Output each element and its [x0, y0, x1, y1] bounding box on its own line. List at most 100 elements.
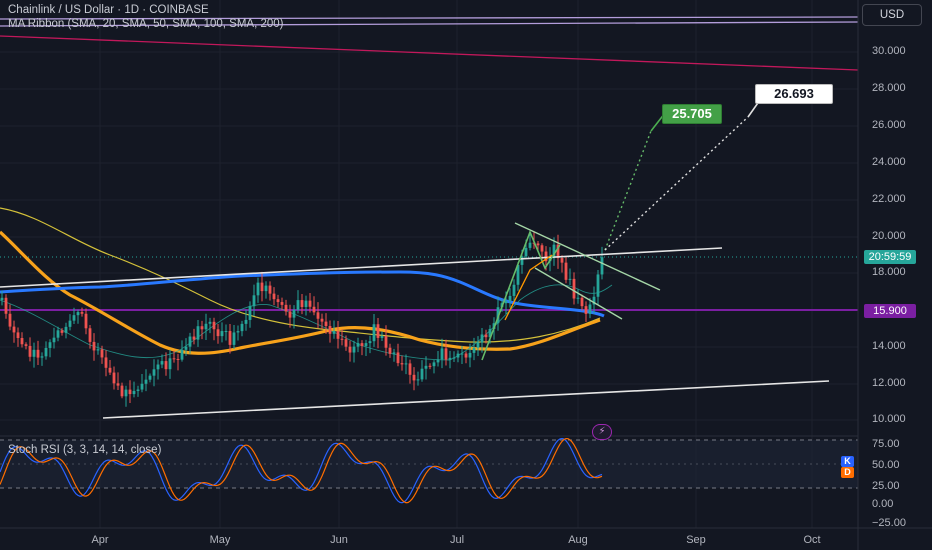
candle-body [452, 357, 456, 359]
candle-body [224, 331, 228, 333]
candle-body [400, 363, 404, 365]
candle-body [260, 282, 264, 292]
ma-orange-line [0, 230, 601, 355]
target-green-label[interactable]: 25.705 [662, 104, 722, 124]
candle-body [60, 330, 64, 333]
candle-body [600, 257, 604, 275]
candle-body [592, 296, 596, 305]
candle-body [484, 334, 488, 338]
candle-body [268, 285, 272, 294]
rsi-tick: 50.00 [872, 459, 900, 471]
candle-body [360, 343, 364, 346]
candle-body [396, 352, 400, 364]
candle-body [96, 349, 100, 351]
candle-body [504, 301, 508, 304]
candle-body [76, 312, 80, 316]
time-label: May [209, 534, 231, 546]
candle-body [552, 244, 556, 259]
rsi-k-line [0, 437, 603, 504]
candle-body [408, 363, 412, 375]
candle-body [296, 300, 300, 310]
candle-body [348, 346, 352, 353]
candle-body [456, 353, 460, 358]
candle-body [196, 326, 200, 340]
candle-body [432, 362, 436, 367]
candle-body [172, 358, 176, 360]
currency-button[interactable]: USD [862, 4, 922, 26]
current-price-tag[interactable]: 20:59:59 [864, 250, 916, 264]
candle-body [352, 346, 356, 353]
candle-body [152, 369, 156, 376]
candle-body [24, 344, 28, 346]
candle-body [104, 357, 108, 368]
candle-body [128, 389, 132, 395]
flagpole-line [481, 229, 561, 361]
candle-body [204, 323, 208, 330]
time-label: Jul [449, 534, 465, 546]
ma-blue-line [0, 270, 605, 318]
candle-body [180, 349, 184, 360]
candle-body [168, 358, 172, 370]
candle-body [404, 363, 408, 365]
candle-body [236, 331, 240, 333]
rsi-tick: 0.00 [872, 498, 894, 510]
candle-body [528, 242, 532, 248]
candle-body [40, 356, 44, 358]
candle-body [376, 324, 380, 338]
candle-body [340, 338, 344, 340]
candle-body [556, 244, 560, 259]
candle-body [92, 341, 96, 351]
candle-body [228, 331, 232, 345]
candle-body [560, 258, 564, 263]
indicator-legend[interactable]: MA Ribbon (SMA, 20, SMA, 50, SMA, 100, S… [8, 18, 284, 30]
price-tick: 30.000 [872, 45, 906, 57]
magenta-ma-line [0, 35, 859, 71]
candle-body [304, 300, 308, 307]
candle-body [420, 368, 424, 380]
candle-body [588, 304, 592, 314]
time-label: Oct [803, 534, 821, 546]
candle-body [308, 300, 312, 307]
candle-body [68, 320, 72, 327]
price-tick: 18.000 [872, 266, 906, 278]
candle-body [136, 389, 140, 391]
candle-body [324, 321, 328, 327]
rsi-d-line [0, 437, 603, 504]
projection-white-line [604, 116, 749, 251]
candle-body [468, 352, 472, 358]
price-tick: 28.000 [872, 82, 906, 94]
candle-body [580, 297, 584, 307]
candle-body [160, 361, 164, 365]
candle-body [88, 328, 92, 342]
candle-body [32, 349, 36, 357]
target-white-label[interactable]: 26.693 [755, 84, 833, 104]
candle-body [44, 347, 48, 357]
level-price-tag[interactable]: 15.900 [864, 304, 916, 318]
candle-body [256, 282, 260, 296]
candle-body [416, 379, 420, 381]
candle-body [28, 345, 32, 357]
price-tick: 14.000 [872, 340, 906, 352]
symbol-title[interactable]: Chainlink / US Dollar · 1D · COINBASE [8, 4, 209, 16]
rsi-k-tag: K [841, 456, 854, 467]
candle-body [540, 245, 544, 252]
time-label: Sep [686, 534, 706, 546]
candle-body [576, 297, 580, 299]
time-label: Jun [330, 534, 348, 546]
candle-body [212, 321, 216, 330]
candle-body [544, 251, 548, 262]
candle-body [596, 274, 600, 297]
candle-body [8, 313, 12, 327]
flag-lower-line [534, 267, 623, 320]
rsi-legend[interactable]: Stoch RSI (3, 3, 14, 14, close) [8, 444, 162, 456]
candle-body [232, 332, 236, 345]
candle-body [56, 330, 60, 338]
candle-body [440, 348, 444, 360]
lightning-icon[interactable]: ⚡ [592, 424, 612, 440]
candle-body [52, 337, 56, 343]
candle-body [264, 285, 268, 292]
candle-body [384, 336, 388, 348]
candle-body [144, 379, 148, 384]
projection-green-line [604, 130, 652, 251]
